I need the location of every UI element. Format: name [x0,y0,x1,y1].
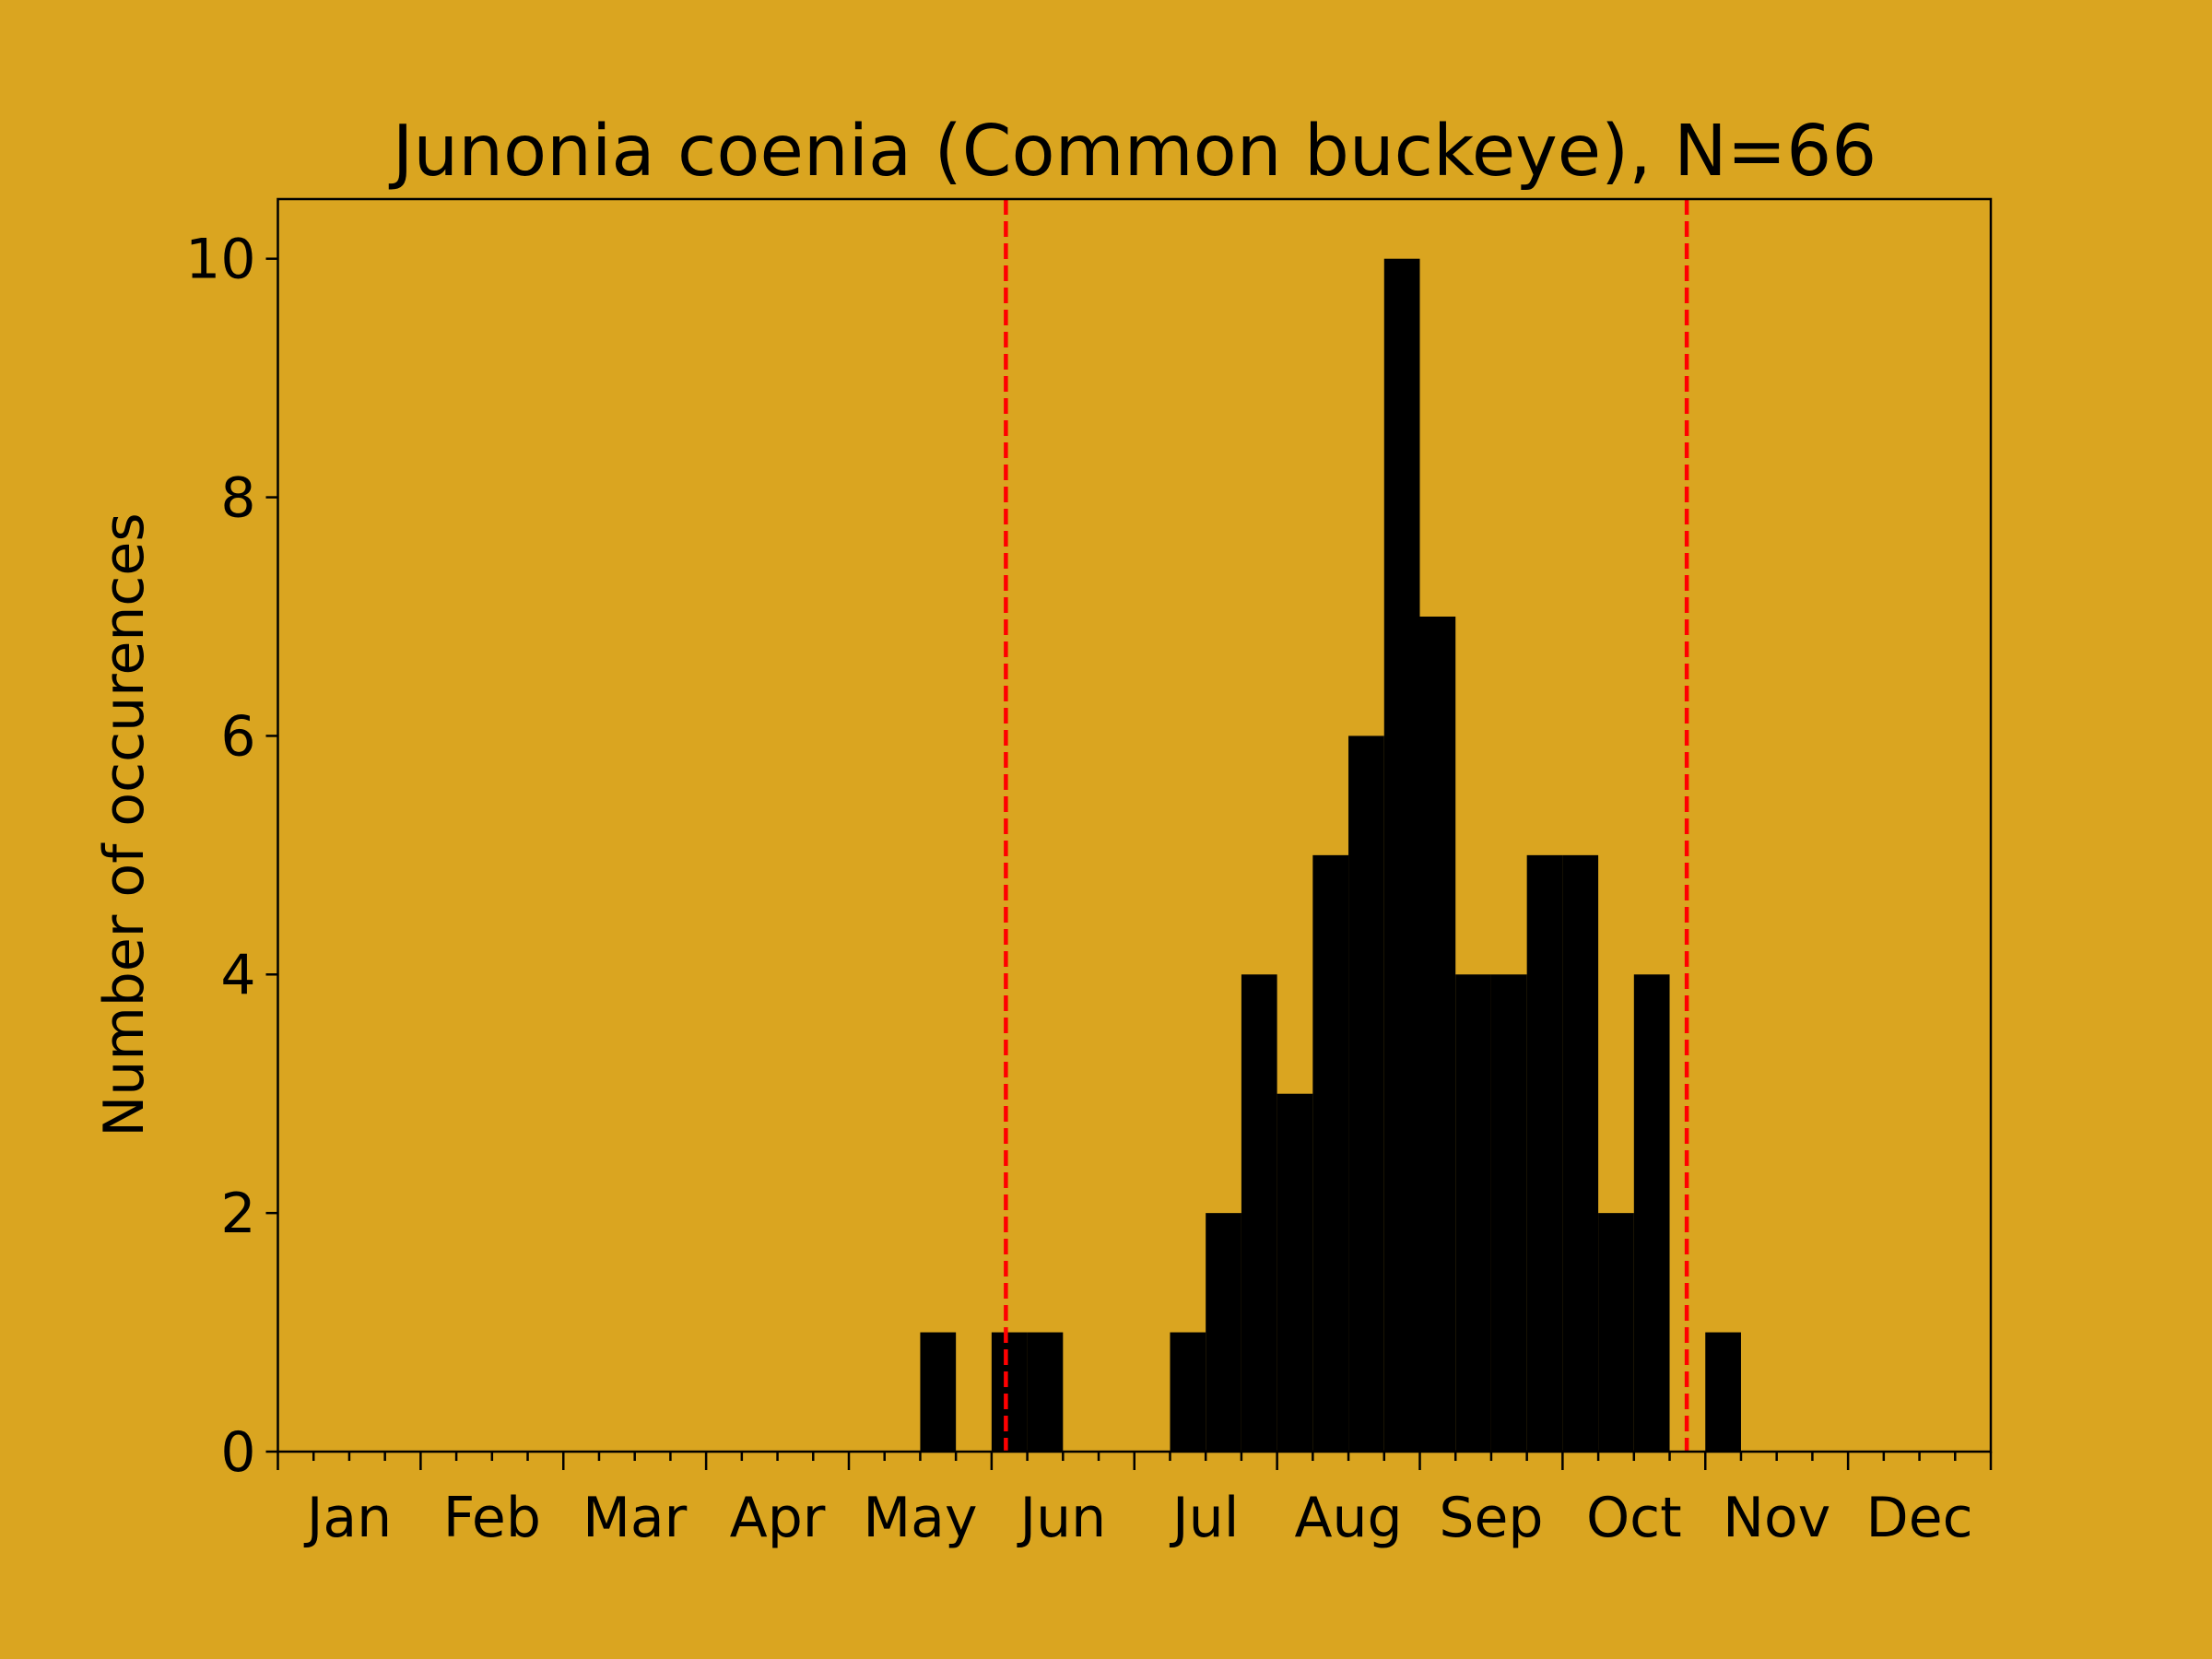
histogram-bar [920,1332,957,1452]
histogram-bar [1598,1213,1634,1452]
x-tick-label: Apr [730,1486,826,1550]
x-tick-label: Feb [443,1486,541,1550]
x-tick-label: Jul [1169,1486,1239,1550]
histogram-bar [1705,1332,1741,1452]
y-tick-label: 4 [220,943,255,1007]
x-tick-label: Sep [1439,1486,1543,1550]
axes-group: 0 2 4 6 8 10 Jan Feb Mar Apr May Jun Jul Aug Sep Oct Nov… [185,197,1993,1550]
histogram-bar [1490,974,1527,1452]
y-tick-label: 2 [220,1182,255,1246]
x-tick-label: Jun [1016,1486,1106,1550]
histogram-bar [1241,974,1277,1452]
y-tick-label: 6 [220,704,255,769]
x-tick-label: Jan [303,1486,393,1550]
y-tick-label: 0 [220,1420,255,1485]
x-tick-label: Nov [1723,1486,1830,1550]
histogram-bar [1277,1093,1313,1452]
histogram-bar [1633,974,1670,1452]
chart-title: Junonia coenia (Common buckeye), N=66 [389,111,1877,193]
histogram-bar [1383,258,1420,1452]
histogram-bar [1170,1332,1206,1452]
bars-group [920,258,1741,1452]
histogram-bar [1206,1213,1241,1452]
histogram-bar [1526,854,1563,1452]
x-tick-label: Oct [1586,1486,1682,1550]
y-tick-label: 10 [185,228,255,292]
y-axis-label: Number of occurences [92,512,157,1136]
x-tick-label: Dec [1866,1486,1973,1550]
y-tick-label: 8 [220,466,255,531]
histogram-bar [1312,854,1349,1452]
histogram-bar [1419,617,1456,1452]
histogram-bar [1455,974,1491,1452]
histogram-bar [1348,735,1384,1452]
histogram-bar [1562,854,1599,1452]
x-tick-label: Aug [1294,1486,1402,1550]
x-tick-label: May [863,1486,977,1550]
histogram-bar [991,1332,1028,1452]
x-tick-label: Mar [582,1486,688,1550]
histogram-bar [1027,1332,1064,1452]
vlines-group [1004,199,1689,1452]
